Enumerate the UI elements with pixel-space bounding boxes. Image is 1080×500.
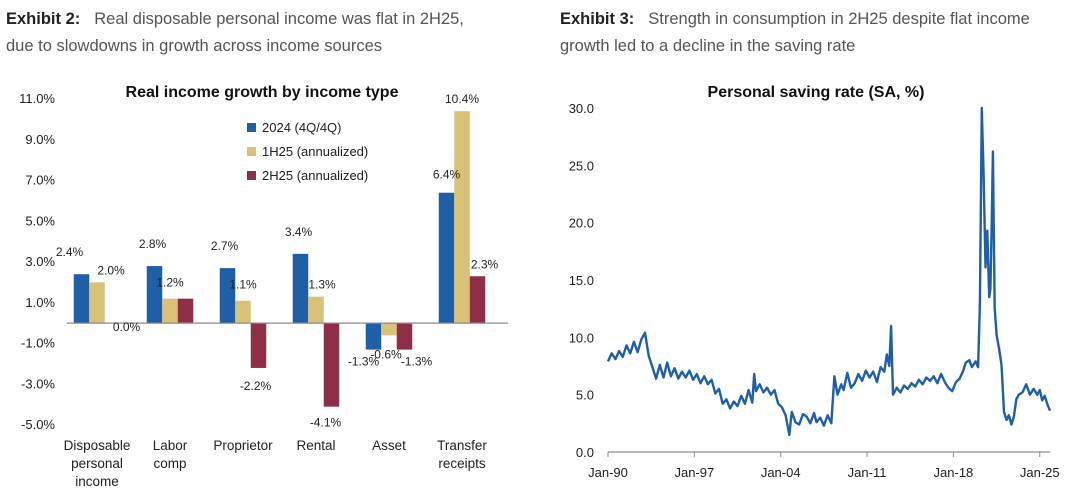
bar-category-label: Rental — [296, 438, 335, 453]
bar-0-series-0 — [73, 274, 90, 324]
bar-data-label: -4.1% — [310, 416, 342, 430]
bar-data-label: -2.2% — [240, 379, 272, 393]
bar-1-series-1 — [162, 298, 178, 324]
bar-category-label: Transfer — [437, 438, 487, 453]
bar-data-label: 2.4% — [56, 245, 84, 259]
bar-3-series-2 — [323, 323, 340, 407]
bar-2-series-1 — [235, 300, 251, 324]
legend-swatch-0 — [247, 123, 256, 132]
saving-rate-line — [606, 106, 1052, 436]
bar-category-label: Disposable — [64, 438, 131, 453]
line-y-tick-label: 5.0 — [576, 388, 594, 403]
bar-1-series-0 — [146, 266, 163, 324]
bar-data-label: -1.3% — [348, 355, 380, 369]
bar-y-tick-label: 11.0% — [19, 91, 55, 106]
bar-data-label: -0.6% — [370, 347, 402, 361]
exhibit-3-caption: Exhibit 3: Strength in consumption in 2H2… — [560, 6, 1075, 60]
bar-data-label: 0.0% — [113, 320, 141, 334]
bar-y-tick-label: 5.0% — [25, 213, 55, 228]
line-x-tick-label: Jan-90 — [588, 465, 628, 480]
line-y-tick-label: 15.0 — [569, 273, 594, 288]
bar-0-series-1 — [89, 282, 105, 324]
exhibit-2-line1: Real disposable personal income was flat… — [94, 10, 464, 28]
line-x-tick-label: Jan-11 — [848, 465, 887, 480]
exhibit-2-line2: due to slowdowns in growth across income… — [6, 37, 383, 55]
bar-y-tick-label: 9.0% — [25, 132, 55, 147]
bar-3-series-1 — [308, 296, 324, 324]
bar-5-series-2 — [469, 276, 486, 324]
legend-swatch-1 — [247, 147, 256, 156]
bar-4-series-2 — [396, 323, 413, 350]
bar-data-label: 1.1% — [229, 278, 257, 292]
bar-category-label: Labor — [153, 438, 188, 453]
bar-4-series-0 — [365, 323, 382, 350]
bar-1-series-2 — [177, 298, 194, 324]
bar-category-label: personal — [71, 456, 123, 471]
bar-2-series-2 — [250, 323, 267, 368]
bar-data-label: 1.2% — [156, 276, 184, 290]
bar-4-series-1 — [381, 323, 397, 336]
line-x-tick-label: Jan-04 — [761, 465, 801, 480]
bar-data-label: 10.4% — [445, 92, 479, 106]
line-y-tick-label: 20.0 — [569, 216, 594, 231]
bar-3-series-0 — [292, 253, 309, 324]
bar-data-label: -1.3% — [401, 355, 433, 369]
line-y-tick-label: 30.0 — [569, 101, 594, 116]
exhibit-3-line2: growth led to a decline in the saving ra… — [560, 37, 856, 55]
bar-data-label: 2.0% — [97, 263, 125, 277]
legend-label-1: 1H25 (annualized) — [262, 144, 368, 159]
line-x-tick-label: Jan-97 — [674, 465, 714, 480]
bar-y-tick-label: 3.0% — [25, 254, 55, 269]
exhibit-2-label: Exhibit 2: — [6, 10, 81, 28]
bar-category-label: comp — [153, 456, 186, 471]
line-y-tick-label: 10.0 — [569, 330, 594, 345]
bar-category-label: Proprietor — [213, 438, 273, 453]
bar-y-tick-label: -5.0% — [21, 417, 55, 432]
exhibit-3-label: Exhibit 3: — [560, 10, 635, 28]
bar-data-label: 2.3% — [471, 257, 499, 271]
legend-label-0: 2024 (4Q/4Q) — [262, 120, 342, 135]
bar-data-label: 3.4% — [285, 225, 313, 239]
bar-5-series-0 — [438, 192, 455, 324]
bar-y-tick-label: -3.0% — [21, 376, 55, 391]
bar-chart-title: Real income growth by income type — [126, 84, 399, 101]
bar-category-label: Asset — [372, 438, 406, 453]
bar-5-series-1 — [454, 111, 470, 324]
bar-y-tick-label: -1.0% — [21, 336, 55, 351]
legend-label-2: 2H25 (annualized) — [262, 168, 368, 183]
line-y-tick-label: 0.0 — [576, 445, 594, 460]
bar-data-label: 1.3% — [308, 278, 336, 292]
exhibit-2-caption: Exhibit 2: Real disposable personal incom… — [6, 6, 526, 60]
bar-category-label: receipts — [438, 456, 486, 471]
bar-data-label: 2.8% — [139, 237, 167, 251]
bar-y-tick-label: 7.0% — [25, 173, 55, 188]
legend-swatch-2 — [247, 171, 256, 180]
bar-data-label: 2.7% — [211, 239, 239, 253]
line-chart-title: Personal saving rate (SA, %) — [708, 84, 925, 101]
bar-category-label: income — [75, 474, 119, 489]
bar-data-label: 6.4% — [433, 168, 461, 182]
line-x-tick-label: Jan-25 — [1020, 465, 1060, 480]
bar-y-tick-label: 1.0% — [25, 295, 55, 310]
exhibit-3-line1: Strength in consumption in 2H25 despite … — [648, 10, 1030, 28]
line-y-tick-label: 25.0 — [569, 158, 594, 173]
line-x-tick-label: Jan-18 — [934, 465, 974, 480]
bar-2-series-0 — [219, 268, 236, 324]
